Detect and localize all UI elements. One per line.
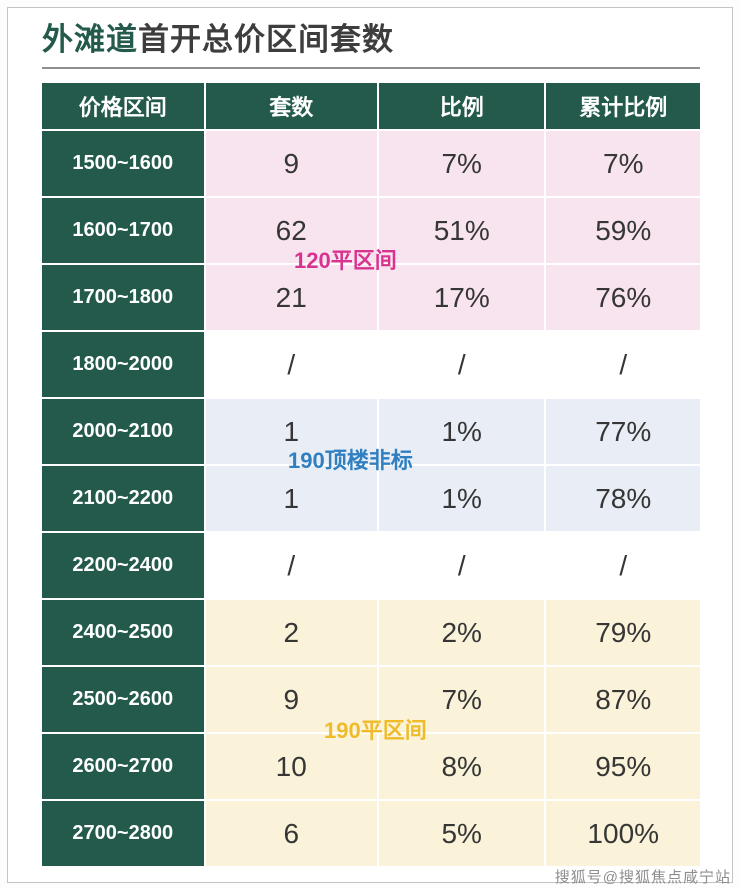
cumulative-ratio-cell: 100%	[546, 801, 700, 866]
price-range-cell: 1600~1700	[42, 198, 204, 263]
table-row: 2600~2700 10 8% 95%	[42, 734, 700, 799]
price-range-cell: 2500~2600	[42, 667, 204, 732]
header-cumulative-ratio: 累计比例	[546, 83, 700, 129]
count-cell: /	[205, 533, 377, 598]
annotation-190-top-floor-nonstandard: 190顶楼非标	[288, 448, 413, 473]
price-range-cell: 2600~2700	[42, 734, 204, 799]
price-range-cell: 2100~2200	[42, 466, 204, 531]
table-row: 2500~2600 9 7% 87%	[42, 667, 700, 732]
ratio-cell: 1%	[378, 466, 545, 531]
table-row: 1600~1700 62 51% 59%	[42, 198, 700, 263]
cumulative-ratio-cell: /	[546, 533, 700, 598]
table-row: 2100~2200 1 1% 78%	[42, 466, 700, 531]
price-range-cell: 1800~2000	[42, 332, 204, 397]
price-range-cell: 1500~1600	[42, 131, 204, 196]
sohu-watermark: 搜狐号@搜狐焦点咸宁站	[554, 869, 731, 886]
count-cell: 9	[205, 667, 377, 732]
cumulative-ratio-cell: /	[546, 332, 700, 397]
annotation-190-sqm-range: 190平区间	[324, 718, 427, 743]
count-cell: 62	[205, 198, 377, 263]
count-cell: 9	[205, 131, 377, 196]
cumulative-ratio-cell: 95%	[546, 734, 700, 799]
price-range-cell: 2000~2100	[42, 399, 204, 464]
table-row: 2400~2500 2 2% 79%	[42, 600, 700, 665]
ratio-cell: 2%	[378, 600, 545, 665]
count-cell: 10	[205, 734, 377, 799]
ratio-cell: 8%	[378, 734, 545, 799]
page-title: 外滩道首开总价区间套数	[42, 22, 394, 57]
table-row: 2000~2100 1 1% 77%	[42, 399, 700, 464]
ratio-cell: 5%	[378, 801, 545, 866]
title-block: 外滩道首开总价区间套数	[42, 22, 700, 69]
count-cell: /	[205, 332, 377, 397]
header-price-range: 价格区间	[42, 83, 204, 129]
ratio-cell: /	[378, 332, 545, 397]
price-range-cell: 2200~2400	[42, 533, 204, 598]
cumulative-ratio-cell: 76%	[546, 265, 700, 330]
price-range-cell: 2700~2800	[42, 801, 204, 866]
header-ratio: 比例	[378, 83, 545, 129]
table-row: 1800~2000 / / /	[42, 332, 700, 397]
ratio-cell: 7%	[378, 131, 545, 196]
price-range-cell: 2400~2500	[42, 600, 204, 665]
page-title-highlight: 外滩道	[42, 22, 138, 57]
ratio-cell: 7%	[378, 667, 545, 732]
cumulative-ratio-cell: 59%	[546, 198, 700, 263]
table-row: 1500~1600 9 7% 7%	[42, 131, 700, 196]
cumulative-ratio-cell: 78%	[546, 466, 700, 531]
table-header-row: 价格区间 套数 比例 累计比例	[42, 83, 700, 129]
ratio-cell: 1%	[378, 399, 545, 464]
article-content: 外滩道首开总价区间套数 价格区间 套数 比例 累计比例 1500~1600 9 …	[42, 22, 700, 868]
ratio-cell: 51%	[378, 198, 545, 263]
cumulative-ratio-cell: 79%	[546, 600, 700, 665]
cumulative-ratio-cell: 87%	[546, 667, 700, 732]
annotation-120-sqm-range: 120平区间	[294, 248, 397, 273]
count-cell: 1	[205, 466, 377, 531]
cumulative-ratio-cell: 77%	[546, 399, 700, 464]
count-cell: 2	[205, 600, 377, 665]
cumulative-ratio-cell: 7%	[546, 131, 700, 196]
count-cell: 21	[205, 265, 377, 330]
header-count: 套数	[205, 83, 377, 129]
price-range-table: 价格区间 套数 比例 累计比例 1500~1600 9 7% 7% 1600~1…	[42, 83, 700, 866]
table-row: 2700~2800 6 5% 100%	[42, 801, 700, 866]
ratio-cell: 17%	[378, 265, 545, 330]
count-cell: 6	[205, 801, 377, 866]
page-title-rest: 首开总价区间套数	[138, 22, 394, 57]
price-range-cell: 1700~1800	[42, 265, 204, 330]
ratio-cell: /	[378, 533, 545, 598]
table-row: 2200~2400 / / /	[42, 533, 700, 598]
table-row: 1700~1800 21 17% 76%	[42, 265, 700, 330]
count-cell: 1	[205, 399, 377, 464]
